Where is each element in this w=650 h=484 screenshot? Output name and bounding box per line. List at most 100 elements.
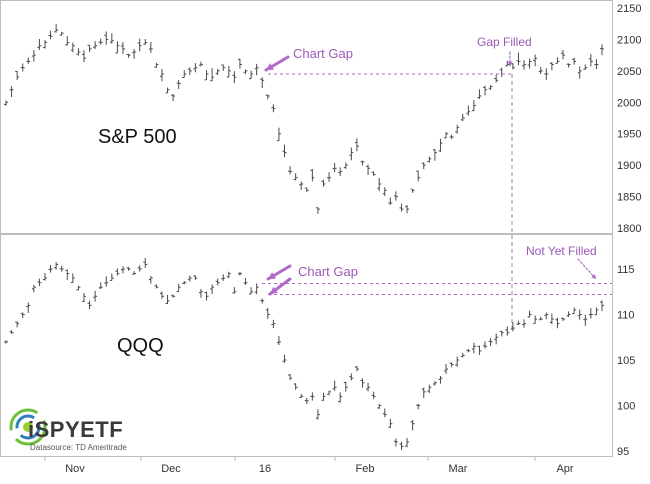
x-tick-label: 16 [259,463,271,475]
price-bar [198,288,203,298]
price-bar [81,50,86,63]
price-bar [42,273,47,281]
price-bar [477,345,482,355]
price-bar [566,63,571,68]
price-bar [371,171,376,176]
price-bar [243,69,248,74]
price-bar [204,70,209,81]
price-bar [59,265,64,272]
price-bar [15,70,20,81]
price-bar [527,310,532,318]
sp500-bars [4,23,604,214]
price-bar [48,265,53,273]
price-bar [555,317,560,329]
price-bar [449,134,454,140]
price-bar [460,352,465,358]
price-bar [276,127,281,142]
price-bar [444,132,449,139]
price-bar [527,58,532,69]
price-bar [432,381,437,386]
price-bar [137,38,142,52]
price-bar [555,57,560,64]
x-axis: Nov Dec 16 Feb Mar Apr [44,456,574,475]
price-bar [210,284,215,294]
price-bar [538,66,543,75]
price-bar [315,207,320,214]
price-bar [510,322,515,332]
price-bar [483,85,488,96]
x-tick-label: Apr [556,463,573,475]
price-bar [405,205,410,214]
price-bar [143,257,148,269]
price-bar [31,284,36,293]
price-bar [182,281,187,285]
price-bar [577,66,582,79]
price-bar [37,39,42,50]
price-bar [577,309,582,320]
price-bar [171,94,176,101]
price-bar [276,336,281,346]
price-bar [154,284,159,289]
price-bar [533,54,538,67]
price-bar [148,41,153,53]
price-bar [349,373,354,381]
price-bar [4,340,8,344]
sp500-gap-filled-label: Gap Filled [477,35,532,49]
price-bar [193,63,198,73]
price-bar [104,276,109,287]
price-bar [561,49,566,60]
price-bar [132,270,137,275]
price-bar [360,378,365,388]
price-bar [226,271,231,279]
price-bar [544,312,549,320]
price-bar [282,354,287,363]
price-bar [204,291,209,301]
price-bar [165,87,170,94]
price-bar [327,172,332,182]
price-bar [410,419,415,431]
price-bar [232,287,237,294]
price-bar [304,187,309,192]
price-bar [510,63,515,70]
price-bar [76,285,81,291]
price-bar [455,124,460,134]
y-tick-label: 115 [617,264,635,276]
price-bar [310,392,315,401]
x-tick-label: Feb [356,463,375,475]
price-bar [354,365,359,372]
price-bar [460,113,465,122]
price-bar [488,85,493,90]
logo-wordmark: iSPYETF [28,417,123,442]
price-bar [132,49,137,59]
y-tick-label: 2100 [617,34,641,46]
price-bar [165,294,170,305]
price-bar [126,266,131,271]
price-bar [332,162,337,173]
price-bar [399,441,404,451]
price-bar [109,33,114,44]
price-bar [371,391,376,399]
price-bar [349,147,354,161]
price-bar [310,169,315,182]
price-bar [427,384,432,394]
price-bar [54,262,59,270]
price-bar [471,100,476,112]
qqq-gap-arrow-icon-1 [266,264,292,281]
price-bar [193,275,198,280]
price-bar [466,105,471,116]
price-bar [522,60,527,70]
bottom-panel-frame [0,234,613,457]
qqq-bars [4,257,604,451]
price-bar [522,319,527,328]
price-bar [533,315,538,324]
price-bar [327,390,332,396]
price-bar [254,283,259,295]
price-bar [494,333,499,345]
price-bar [221,64,226,71]
price-bar [377,403,382,410]
price-bar [600,44,604,56]
y-tick-label: 100 [617,401,635,413]
price-bar [26,302,31,313]
